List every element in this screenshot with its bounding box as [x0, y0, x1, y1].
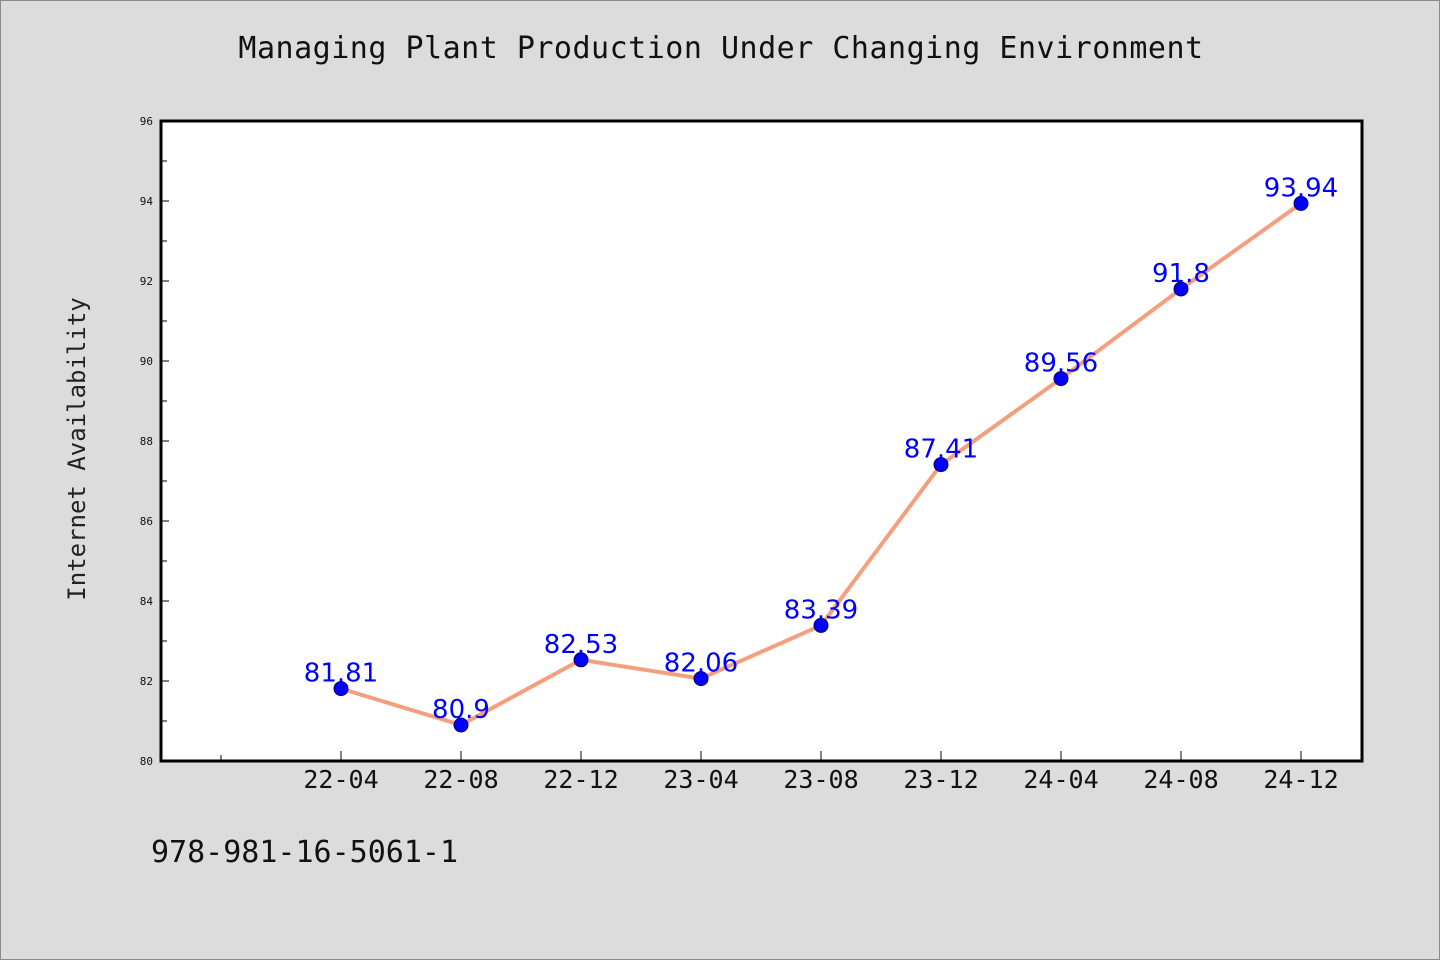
x-tick-label: 22-08: [423, 765, 498, 794]
x-tick-label: 24-04: [1023, 765, 1098, 794]
plot-frame: [159, 119, 1364, 763]
data-point: [933, 457, 949, 473]
x-tick-label: 24-12: [1263, 765, 1338, 794]
x-tick-label: 23-08: [783, 765, 858, 794]
data-point: [1053, 371, 1069, 387]
y-tick-label: 92: [140, 275, 153, 288]
isbn-footnote: 978-981-16-5061-1: [151, 835, 459, 870]
data-point: [333, 681, 349, 697]
data-label: 91.8: [1152, 259, 1210, 289]
data-label: 81.81: [304, 659, 378, 689]
data-point: [813, 617, 829, 633]
data-label: 89.56: [1024, 349, 1098, 379]
data-label: 82.53: [544, 630, 618, 660]
data-label: 87.41: [904, 435, 978, 465]
data-label: 83.39: [784, 595, 858, 625]
data-point: [1293, 195, 1309, 211]
data-label: 82.06: [664, 649, 738, 679]
y-tick-label: 84: [140, 595, 154, 608]
y-tick-label: 88: [140, 435, 153, 448]
x-tick-label: 22-12: [543, 765, 618, 794]
y-tick-label: 80: [140, 755, 153, 768]
data-label: 80.9: [432, 695, 490, 725]
y-tick-label: 90: [140, 355, 153, 368]
chart-title: Managing Plant Production Under Changing…: [238, 31, 1204, 66]
y-tick-label: 96: [140, 115, 153, 128]
data-label: 93.94: [1264, 173, 1338, 203]
data-point: [1173, 281, 1189, 297]
plot-area: [161, 121, 1362, 761]
y-tick-label: 82: [140, 675, 153, 688]
x-tick-label: 24-08: [1143, 765, 1218, 794]
data-point: [693, 671, 709, 687]
data-point: [453, 717, 469, 733]
x-tick-label: 23-04: [663, 765, 738, 794]
x-tick-label: 22-04: [303, 765, 378, 794]
x-tick-label: 23-12: [903, 765, 978, 794]
y-tick-label: 94: [140, 195, 154, 208]
y-tick-label: 86: [140, 515, 153, 528]
data-point: [573, 652, 589, 668]
